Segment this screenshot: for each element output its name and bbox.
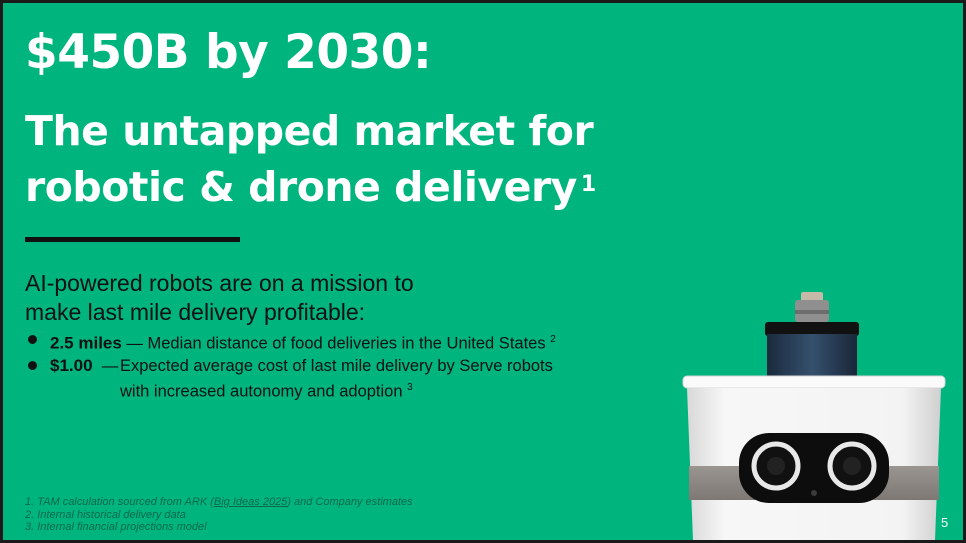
title-line-3: robotic & drone delivery 1 <box>25 159 596 215</box>
bullet-text: Median distance of food deliveries in th… <box>147 334 546 353</box>
delivery-robot-illustration <box>682 292 946 540</box>
footnote-3: 3. Internal financial projections model <box>25 521 207 533</box>
lead-paragraph: AI-powered robots are on a mission to ma… <box>25 269 414 327</box>
title-line-1: $450B by 2030: <box>25 25 432 80</box>
footnote-1-prefix: 1. TAM calculation sourced from ARK ( <box>25 496 214 508</box>
bullet-text-group: Expected average cost of last mile deliv… <box>120 355 553 403</box>
bullet-item-distance: 2.5 miles — Median distance of food deli… <box>25 329 556 355</box>
footnote-2: 2. Internal historical delivery data <box>25 508 186 521</box>
bullet-value: $1.00 <box>50 355 93 375</box>
title-divider <box>25 237 240 242</box>
bullet-text-line-2: with increased autonomy and adoption <box>120 382 403 400</box>
page-number: 5 <box>941 515 949 530</box>
bullet-item-cost: $1.00 — Expected average cost of last mi… <box>25 355 556 403</box>
footnotes: 1. TAM calculation sourced from ARK (Big… <box>25 496 413 534</box>
bullet-value-group: $1.00 — <box>50 355 120 403</box>
title-footnote-marker: 1 <box>580 172 596 197</box>
bullet-list: 2.5 miles — Median distance of food deli… <box>25 329 556 402</box>
title-line-3-text: robotic & drone delivery <box>25 163 577 211</box>
bullet-footnote-marker: 3 <box>407 381 413 393</box>
bullet-value: 2.5 miles <box>50 333 122 353</box>
lead-line-1: AI-powered robots are on a mission to <box>25 270 414 296</box>
bullet-dot <box>28 360 37 370</box>
footnote-1-link[interactable]: Big Ideas 2025 <box>213 496 288 508</box>
slide: $450B by 2030: The untapped market for r… <box>3 3 963 540</box>
title-line-2-3: The untapped market for robotic & drone … <box>25 103 596 215</box>
bullet-text-line-1: Expected average cost of last mile deliv… <box>120 356 553 375</box>
bullet-dash: — <box>126 334 143 353</box>
footnote-1: 1. TAM calculation sourced from ARK (Big… <box>25 496 413 509</box>
bullet-dash: — <box>101 356 119 375</box>
robot-head <box>767 334 857 376</box>
lead-line-2: make last mile delivery profitable: <box>25 299 366 325</box>
footnote-1-suffix: ) and Company estimates <box>287 496 413 508</box>
sensor-top <box>801 292 823 302</box>
title-line-2: The untapped market for <box>25 107 594 155</box>
bullet-footnote-marker: 2 <box>550 334 556 345</box>
bullet-dot <box>28 335 37 344</box>
